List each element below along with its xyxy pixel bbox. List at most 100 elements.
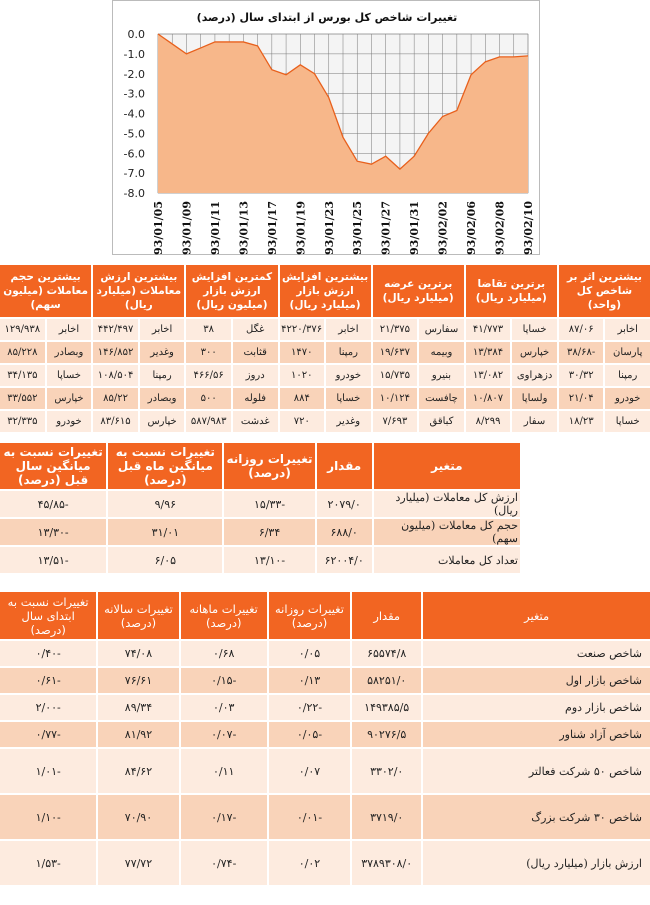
table-row: اخابر ۸۷/۰۶ خساپا ۴۱/۷۷۳ سفارس ۲۱/۳۷۵ اخابر ۴۲۲… bbox=[0, 319, 650, 340]
column-header: متغیر bbox=[423, 592, 650, 639]
value-cell: ۶۵۵۷۴/۸ bbox=[352, 641, 422, 666]
column-header: مقدار bbox=[352, 592, 422, 639]
symbol-cell: خودرو bbox=[46, 411, 92, 432]
value-cell: ۸۷/۰۶ bbox=[558, 319, 604, 340]
value-cell: -۲/۰۰ bbox=[0, 695, 97, 720]
value-cell: ۷۰/۹۰ bbox=[98, 795, 179, 839]
x-tick-label: 93/01/05 bbox=[152, 201, 165, 255]
table-row: ارزش بازار (میلیارد ریال) ۳۷۸۹۳۰۸/۰ ۰/۰۲ -۰… bbox=[0, 841, 650, 885]
column-header: تغییرات سالانه (درصد) bbox=[98, 592, 179, 639]
value-cell: ۰/۰۳ bbox=[180, 695, 267, 720]
x-tick-label: 93/01/25 bbox=[351, 201, 364, 255]
variable-name-cell: حجم کل معاملات (میلیون سهم) bbox=[373, 519, 520, 545]
top-stocks-table: بیشترین اثر بر شاخص کل (واحد) برترین تقاض… bbox=[0, 263, 650, 434]
value-cell: -۰/۰۱ bbox=[268, 795, 351, 839]
value-cell: -۱/۱۰ bbox=[0, 795, 97, 839]
value-cell: -۰/۷۷ bbox=[0, 722, 97, 747]
symbol-cell: خودرو bbox=[605, 388, 650, 409]
table-row: شاخص بازار دوم ۱۴۹۳۸۵/۵ -۰/۲۲ ۰/۰۳ ۸۹/۳۴ -۲/۰… bbox=[0, 695, 650, 720]
column-header: تغییرات روزانه (درصد) bbox=[268, 592, 351, 639]
value-cell: ۱۰۸/۵۰۴ bbox=[93, 365, 138, 386]
value-cell: -۱/۵۳ bbox=[0, 841, 97, 885]
value-cell: ۳۷۸۹۳۰۸/۰ bbox=[352, 841, 422, 885]
value-cell: ۵۸۷/۹۸۳ bbox=[186, 411, 231, 432]
column-header: تغییرات نسبت به میانگین ماه قبل (درصد) bbox=[108, 443, 223, 489]
value-cell: ۳۸ bbox=[186, 319, 231, 340]
table-row: ارزش کل معاملات (میلیارد ریال) ۲۰۷۹/۰ -۱۵/… bbox=[0, 491, 520, 517]
column-header: مقدار bbox=[316, 443, 372, 489]
value-cell: ۰/۰۵ bbox=[268, 641, 351, 666]
value-cell: -۳۸/۶۸ bbox=[558, 342, 604, 363]
symbol-cell: ولساپا bbox=[512, 388, 557, 409]
value-cell: ۸۱/۹۲ bbox=[98, 722, 179, 747]
symbol-cell: رمپنا bbox=[326, 342, 371, 363]
symbol-cell: بنیرو bbox=[419, 365, 464, 386]
value-cell: ۱۴۷۰ bbox=[279, 342, 325, 363]
value-cell: ۴۶۶/۵۶ bbox=[186, 365, 231, 386]
chart-canvas: تغییرات شاخص کل بورس از ابتدای سال (درصد… bbox=[124, 11, 535, 255]
variable-name-cell: ارزش بازار (میلیارد ریال) bbox=[423, 841, 650, 885]
value-cell: ۰/۱۳ bbox=[268, 668, 351, 693]
y-tick-label: -6.0 bbox=[124, 147, 145, 160]
y-tick-label: -5.0 bbox=[124, 127, 145, 140]
symbol-cell: غدشت bbox=[232, 411, 278, 432]
symbol-cell: چافست bbox=[419, 388, 464, 409]
symbol-cell: رمپنا bbox=[139, 365, 185, 386]
value-cell: ۱۰/۸۰۷ bbox=[465, 388, 511, 409]
value-cell: ۹/۹۶ bbox=[108, 491, 223, 517]
value-cell: ۴۱/۷۷۳ bbox=[465, 319, 511, 340]
value-cell: ۱۰۲۰ bbox=[279, 365, 325, 386]
table-row: رمپنا ۳۰/۳۲ دزهراوی ۱۳/۰۸۲ بنیرو ۱۵/۷۳۵ خودرو ۱… bbox=[0, 365, 650, 386]
table-header-row: بیشترین اثر بر شاخص کل (واحد) برترین تقاض… bbox=[0, 265, 650, 317]
value-cell: ۱۸/۲۳ bbox=[558, 411, 604, 432]
value-cell: ۱۴۹۳۸۵/۵ bbox=[352, 695, 422, 720]
trading-summary-table: متغیر مقدار تغییرات روزانه (درصد) تغییرات ن… bbox=[0, 441, 522, 575]
x-tick-label: 93/02/10 bbox=[522, 201, 535, 255]
value-cell: -۰/۰۵ bbox=[268, 722, 351, 747]
symbol-cell: خساپا bbox=[46, 365, 92, 386]
value-cell: ۰/۰۷ bbox=[268, 749, 351, 793]
table-row: شاخص صنعت ۶۵۵۷۴/۸ ۰/۰۵ ۰/۶۸ ۷۴/۰۸ -۰/۴۰ bbox=[0, 641, 650, 666]
table-row: پارسان -۳۸/۶۸ خپارس ۱۳/۳۸۴ وبیمه ۱۹/۶۳۷ رمپنا ۱… bbox=[0, 342, 650, 363]
value-cell: ۱۳/۳۸۴ bbox=[465, 342, 511, 363]
table-row: شاخص ۳۰ شرکت بزرگ ۳۷۱۹/۰ -۰/۰۱ -۰/۱۷ ۷۰/۹۰ -۱… bbox=[0, 795, 650, 839]
value-cell: ۵۰۰ bbox=[186, 388, 231, 409]
value-cell: ۳۰/۳۲ bbox=[558, 365, 604, 386]
x-tick-label: 93/02/06 bbox=[465, 201, 478, 255]
value-cell: ۸۳/۶۱۵ bbox=[93, 411, 138, 432]
y-tick-label: -3.0 bbox=[124, 88, 145, 101]
value-cell: ۳۳۰۲/۰ bbox=[352, 749, 422, 793]
table-header-row: متغیر مقدار تغییرات روزانه (درصد) تغییرات م… bbox=[0, 592, 650, 639]
value-cell: ۲۱/۳۷۵ bbox=[372, 319, 418, 340]
value-cell: ۸/۲۹۹ bbox=[465, 411, 511, 432]
value-cell: -۰/۱۵ bbox=[180, 668, 267, 693]
y-tick-label: -7.0 bbox=[124, 167, 145, 180]
symbol-cell: دروز bbox=[232, 365, 278, 386]
value-cell: -۰/۲۲ bbox=[268, 695, 351, 720]
symbol-cell: خپارس bbox=[512, 342, 557, 363]
symbol-cell: وبصادر bbox=[46, 342, 92, 363]
table-row: شاخص ۵۰ شرکت فعالتر ۳۳۰۲/۰ ۰/۰۷ ۰/۱۱ ۸۴/۶۲ -۱… bbox=[0, 749, 650, 793]
symbol-cell: خساپا bbox=[326, 388, 371, 409]
value-cell: ۳۱/۰۱ bbox=[108, 519, 223, 545]
value-cell: ۷۲۰ bbox=[279, 411, 325, 432]
x-tick-label: 93/01/09 bbox=[180, 201, 193, 255]
x-tick-label: 93/01/27 bbox=[380, 201, 393, 255]
y-tick-label: -2.0 bbox=[124, 68, 145, 81]
x-tick-label: 93/02/08 bbox=[494, 201, 507, 255]
variable-name-cell: ارزش کل معاملات (میلیارد ریال) bbox=[373, 491, 520, 517]
value-cell: ۸۸۴ bbox=[279, 388, 325, 409]
value-cell: ۶/۰۵ bbox=[108, 547, 223, 573]
value-cell: -۰/۴۰ bbox=[0, 641, 97, 666]
x-tick-label: 93/01/17 bbox=[266, 201, 279, 255]
table-row: شاخص آزاد شناور ۹۰۲۷۶/۵ -۰/۰۵ -۰/۰۷ ۸۱/۹۲ -۰/… bbox=[0, 722, 650, 747]
y-tick-label: -8.0 bbox=[124, 187, 145, 200]
table-row: شاخص بازار اول ۵۸۲۵۱/۰ ۰/۱۳ -۰/۱۵ ۷۶/۶۱ -۰/۶۱ bbox=[0, 668, 650, 693]
symbol-cell: خساپا bbox=[605, 411, 650, 432]
value-cell: ۱۲۹/۹۳۸ bbox=[0, 319, 45, 340]
symbol-cell: اخابر bbox=[46, 319, 92, 340]
value-cell: ۲۱/۰۴ bbox=[558, 388, 604, 409]
column-header: تغییرات ماهانه (درصد) bbox=[180, 592, 267, 639]
value-cell: ۶/۳۴ bbox=[224, 519, 315, 545]
y-tick-label: -4.0 bbox=[124, 108, 145, 121]
